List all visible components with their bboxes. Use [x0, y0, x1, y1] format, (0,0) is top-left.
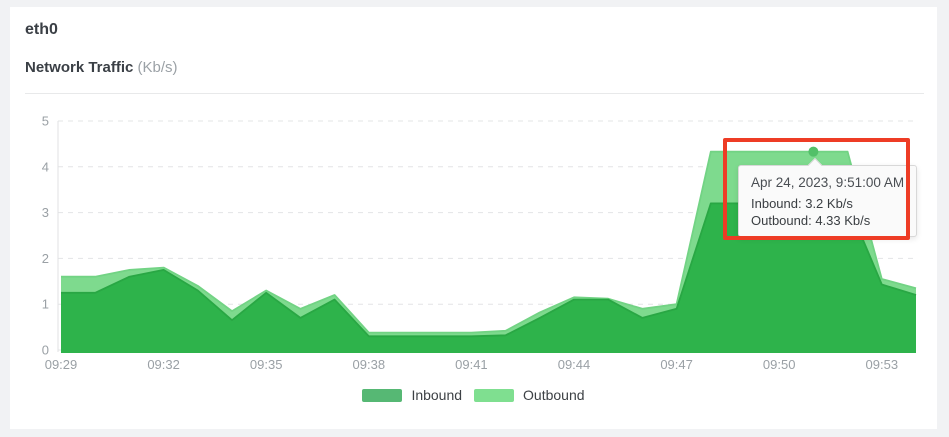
chart-heading: Network Traffic (Kb/s) [25, 59, 178, 76]
x-axis-tick-09:53: 09:53 [866, 357, 899, 372]
tooltip-timestamp: Apr 24, 2023, 9:51:00 AM [751, 175, 905, 190]
x-axis-tick-09:38: 09:38 [353, 357, 386, 372]
x-axis-tick-09:32: 09:32 [147, 357, 180, 372]
x-axis-tick-09:44: 09:44 [558, 357, 591, 372]
chart-heading-unit: (Kb/s) [137, 59, 178, 76]
x-axis-tick-09:35: 09:35 [250, 357, 283, 372]
area-inbound [61, 203, 916, 353]
legend-label-inbound: Inbound [411, 387, 463, 403]
legend-item-inbound[interactable]: Inbound [362, 387, 462, 403]
legend-item-outbound[interactable]: Outbound [474, 387, 585, 403]
y-axis-tick-0: 0 [42, 343, 49, 358]
tooltip-outbound-value: Outbound: 4.33 Kb/s [751, 213, 871, 228]
legend-swatch-inbound [362, 388, 403, 402]
chart-heading-text: Network Traffic [25, 59, 134, 76]
highlight-point [808, 146, 819, 157]
x-axis-tick-09:47: 09:47 [660, 357, 693, 372]
y-axis-tick-2: 2 [42, 251, 49, 266]
x-axis-tick-09:29: 09:29 [45, 357, 78, 372]
x-axis-tick-09:41: 09:41 [455, 357, 488, 372]
tooltip-inbound-value: Inbound: 3.2 Kb/s [751, 196, 853, 211]
y-axis-tick-1: 1 [42, 297, 49, 312]
y-axis-tick-3: 3 [42, 205, 49, 220]
header-divider [25, 93, 924, 94]
chart-legend: Inbound Outbound [10, 386, 937, 404]
line-outbound [61, 150, 917, 334]
chart-tooltip: Apr 24, 2023, 9:51:00 AM Inbound: 3.2 Kb… [738, 157, 918, 237]
legend-label-outbound: Outbound [523, 387, 585, 403]
legend-swatch-outbound [474, 388, 515, 402]
y-axis-tick-5: 5 [42, 114, 49, 129]
y-axis-tick-4: 4 [42, 159, 49, 174]
interface-title: eth0 [25, 21, 58, 38]
x-axis-tick-09:50: 09:50 [763, 357, 796, 372]
